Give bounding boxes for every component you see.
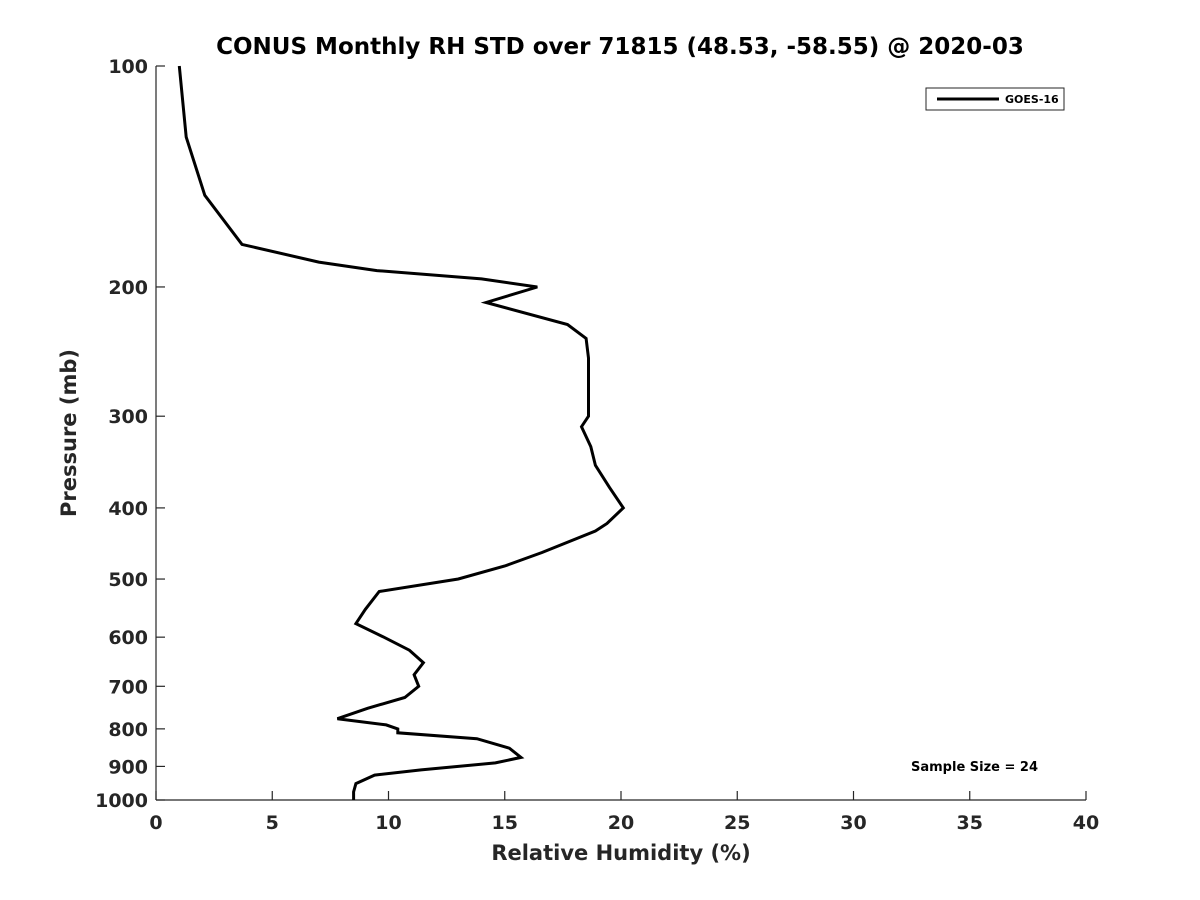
x-tick-label: 10 [375, 812, 401, 834]
y-tick-label: 100 [108, 56, 148, 78]
plot-area: 0 5 10 15 20 25 30 35 40 100 200 300 400 500 600 700 80… [95, 56, 1099, 834]
legend-label: GOES-16 [1005, 93, 1059, 106]
x-tick-label: 30 [840, 812, 866, 834]
y-tick-label: 800 [108, 719, 148, 741]
x-tick-label: 25 [724, 812, 750, 834]
y-axis-ticks: 100 200 300 400 500 600 700 800 900 1000 [95, 56, 165, 812]
y-tick-label: 600 [108, 627, 148, 649]
x-tick-label: 0 [149, 812, 162, 834]
chart-title: CONUS Monthly RH STD over 71815 (48.53, … [216, 34, 1024, 60]
x-tick-label: 40 [1073, 812, 1099, 834]
x-tick-label: 35 [957, 812, 983, 834]
y-tick-label: 900 [108, 756, 148, 778]
y-tick-label: 500 [108, 569, 148, 591]
series-line-goes-16 [177, 65, 626, 800]
x-tick-label: 15 [492, 812, 518, 834]
y-tick-label: 700 [108, 676, 148, 698]
series-layer [177, 65, 626, 800]
y-tick-label: 400 [108, 498, 148, 520]
y-tick-label: 200 [108, 277, 148, 299]
x-axis-ticks: 0 5 10 15 20 25 30 35 40 [149, 791, 1099, 834]
y-tick-label: 1000 [95, 790, 148, 812]
y-tick-label: 300 [108, 406, 148, 428]
x-axis-label: Relative Humidity (%) [491, 841, 750, 865]
legend: GOES-16 [925, 87, 1065, 111]
y-axis-label: Pressure (mb) [57, 349, 81, 517]
x-tick-label: 5 [266, 812, 279, 834]
sample-size-annotation: Sample Size = 24 [911, 760, 1038, 775]
x-tick-label: 20 [608, 812, 634, 834]
